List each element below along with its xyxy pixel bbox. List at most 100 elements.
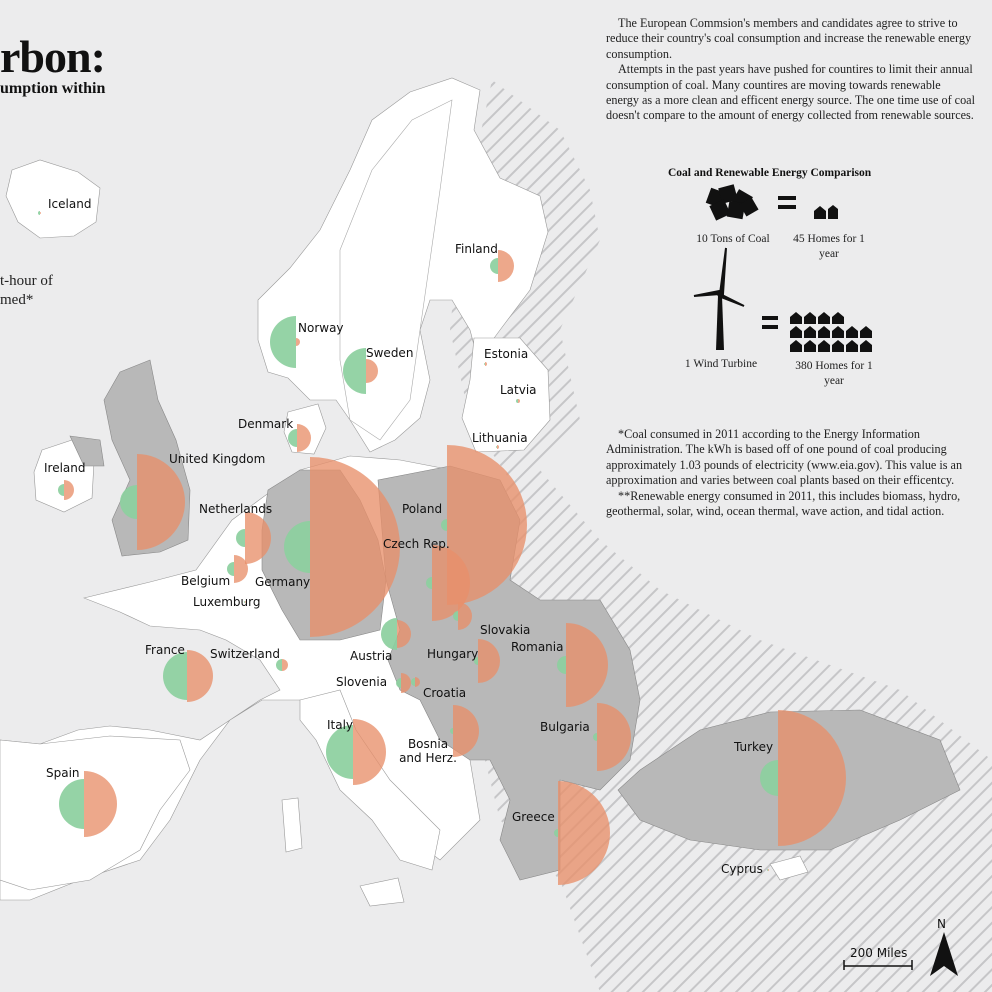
coal-semicircle: [478, 639, 500, 683]
label-latvia: Latvia: [500, 383, 537, 397]
coal-semicircle: [497, 445, 499, 449]
coal-semicircle: [518, 399, 520, 403]
renewable-semicircle: [120, 485, 137, 519]
label-germany: Germany: [255, 575, 311, 589]
scale-bar: [843, 960, 913, 970]
map-title: rbon:: [0, 31, 106, 82]
sweden-border: [339, 99, 453, 441]
renewable-semicircle: [496, 446, 497, 448]
renewable-semicircle: [381, 618, 397, 650]
coal-semicircle: [485, 362, 487, 366]
renewable-semicircle: [453, 611, 458, 621]
label-finland: Finland: [455, 242, 498, 256]
house-icon: [790, 340, 802, 352]
iceland-land: [5, 159, 101, 239]
label-romania: Romania: [511, 640, 564, 654]
label-poland: Poland: [402, 502, 443, 516]
renewable-semicircle: [484, 363, 485, 365]
coal-semicircle: [245, 601, 246, 603]
renewable-semicircle: [59, 779, 84, 829]
coal-semicircle: [397, 620, 411, 648]
label-turkey: Turkey: [734, 740, 774, 754]
label-netherlands: Netherlands: [199, 502, 273, 516]
renewable-semicircle: [490, 258, 498, 274]
house-icons-large: [790, 312, 872, 352]
label-sweden: Sweden: [366, 346, 414, 360]
map-subtitle: umption within: [0, 80, 106, 97]
intro-paragraph-1: The European Commsion's members and cand…: [606, 16, 972, 61]
coal-caption: 10 Tons of Coal: [696, 233, 770, 245]
north-label: N: [937, 917, 946, 931]
baltic-states-land: [461, 337, 551, 453]
label-ireland: Ireland: [44, 461, 86, 475]
house-icon: [790, 326, 802, 338]
house-icon: [804, 326, 816, 338]
coal-homes-caption: 45 Homes for 1 year: [793, 233, 865, 260]
house-icon: [818, 312, 830, 324]
label-denmark: Denmark: [238, 417, 294, 431]
label-cyprus: Cyprus: [721, 862, 763, 876]
coal-semicircle: [353, 719, 386, 785]
renewable-semicircle: [236, 529, 245, 547]
renewable-semicircle: [396, 678, 401, 688]
coal-semicircle: [296, 338, 300, 346]
renewable-semicircle: [58, 484, 64, 496]
renewable-semicircle: [343, 348, 366, 394]
label-united-kingdom: United Kingdom: [169, 452, 266, 466]
house-icon: [804, 340, 816, 352]
intro-text: The European Commsion's members and cand…: [606, 16, 976, 124]
renewable-semicircle: [767, 869, 768, 871]
coal-semicircle: [768, 869, 769, 871]
house-icon: [804, 312, 816, 324]
coal-semicircle: [64, 480, 74, 500]
coal-semicircle: [366, 359, 378, 383]
legend-note: t-hour of med*: [0, 272, 53, 310]
equals-sign-icon-2: [762, 316, 778, 329]
coal-semicircle: [432, 545, 470, 621]
label-bulgaria: Bulgaria: [540, 720, 590, 734]
scale-label: 200 Miles: [850, 946, 908, 960]
label-bosnia: Bosnia and Herz.: [399, 737, 457, 765]
renewable-semicircle: [450, 728, 453, 734]
house-icon: [846, 340, 858, 352]
renewable-semicircle: [441, 519, 447, 531]
coal-semicircle: [310, 457, 400, 637]
renewable-semicircle: [411, 678, 415, 686]
house-icon: [860, 340, 872, 352]
renewable-semicircle: [593, 733, 597, 741]
coal-semicircle: [137, 454, 185, 550]
renewable-semicircle: [760, 760, 778, 796]
label-norway: Norway: [298, 321, 344, 335]
coal-semicircle: [282, 659, 288, 671]
label-luxemburg: Luxemburg: [193, 595, 261, 609]
renewable-semicircle: [516, 399, 518, 403]
footnotes: *Coal consumed in 2011 according to the …: [606, 427, 976, 519]
label-slovakia: Slovakia: [480, 623, 531, 637]
renewable-semicircle: [270, 316, 296, 368]
energy-semicircles: [38, 211, 846, 885]
northern-ireland-land: [69, 435, 105, 467]
coal-semicircle: [447, 445, 527, 605]
coal-semicircle: [40, 212, 41, 214]
coal-semicircle: [415, 677, 420, 687]
coal-semicircle: [245, 512, 271, 564]
label-czech-republic: Czech Rep.: [383, 537, 450, 551]
coal-semicircle: [453, 705, 479, 757]
label-italy: Italy: [327, 718, 354, 732]
north-arrow-icon: [930, 932, 958, 976]
coal-semicircle: [84, 771, 117, 837]
house-icon: [832, 340, 844, 352]
coal-semicircle: [458, 602, 472, 630]
label-greece: Greece: [512, 810, 555, 824]
renewable-semicircle: [288, 429, 297, 447]
sicily-land: [359, 877, 405, 907]
label-iceland: Iceland: [48, 197, 92, 211]
coal-semicircle: [558, 781, 610, 885]
renewable-semicircle: [554, 829, 558, 837]
sardinia-land: [281, 797, 303, 853]
renewable-semicircle: [163, 652, 187, 700]
coal-semicircle: [187, 650, 213, 702]
turbine-homes-caption: 380 Homes for 1 year: [795, 360, 873, 387]
house-icons-small: [814, 205, 838, 219]
